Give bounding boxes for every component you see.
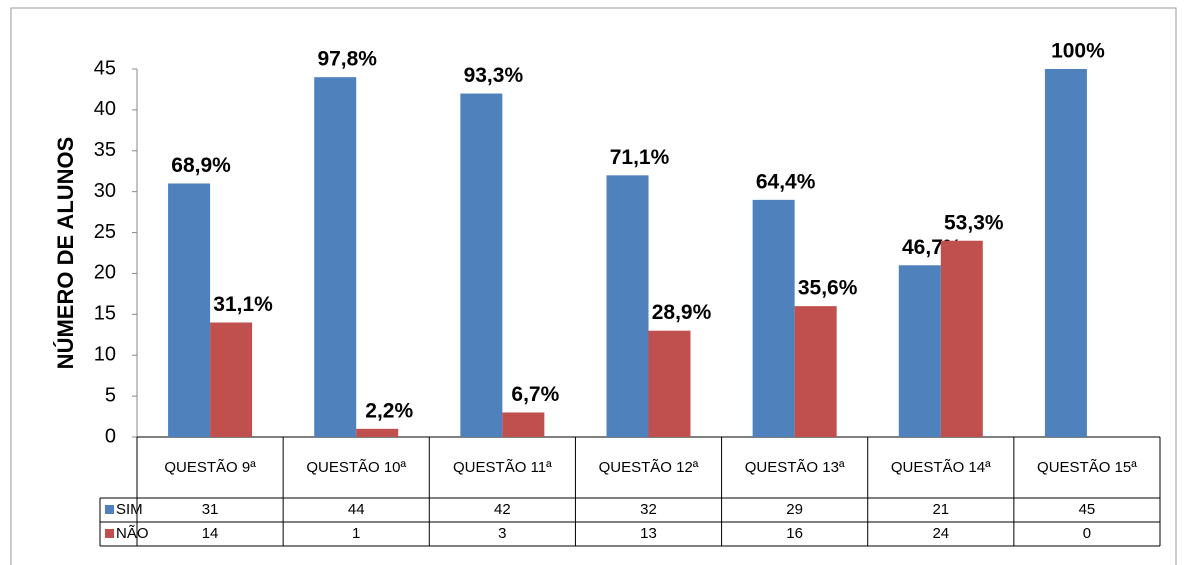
table-value: 42	[494, 501, 511, 518]
x-tick-label: QUESTÃO 14ª	[890, 459, 991, 476]
x-tick-label-box: QUESTÃO 15ª	[1014, 437, 1160, 498]
value-label: 100%	[1051, 40, 1105, 63]
y-tick-label: 30	[94, 180, 116, 202]
legend-label: NÃO	[116, 525, 149, 542]
x-tick-label-box: QUESTÃO 10ª	[283, 437, 429, 498]
table-value: 21	[932, 501, 949, 518]
table-value: 1	[352, 525, 360, 542]
x-tick-label-box: QUESTÃO 12ª	[575, 437, 721, 498]
x-tick-label-box: QUESTÃO 14ª	[868, 437, 1014, 498]
value-label: 97,8%	[317, 48, 377, 71]
x-tick-label: QUESTÃO 10ª	[306, 459, 407, 476]
y-tick-label: 45	[94, 57, 116, 79]
x-tick-label-box: QUESTÃO 11ª	[429, 437, 575, 498]
x-tick-label: QUESTÃO 13ª	[744, 459, 845, 476]
bar	[606, 175, 649, 438]
bar	[898, 265, 941, 437]
bar	[752, 199, 795, 437]
x-tick-label-wrap: QUESTÃO 11ª	[429, 437, 575, 498]
x-tick-label-wrap: QUESTÃO 14ª	[868, 437, 1014, 498]
x-tick-label-wrap: QUESTÃO 10ª	[283, 437, 429, 498]
y-tick-label: 25	[94, 221, 116, 243]
bar	[314, 77, 357, 437]
bar	[460, 93, 503, 438]
bar	[356, 428, 399, 437]
table-value: 24	[932, 525, 949, 542]
value-label: 68,9%	[171, 154, 231, 177]
x-tick-label: QUESTÃO 11ª	[453, 459, 552, 476]
x-tick-label-wrap: QUESTÃO 9ª	[137, 437, 283, 498]
value-label: 6,7%	[511, 383, 559, 406]
table-value: 44	[348, 501, 365, 518]
table-value: 32	[640, 501, 657, 518]
bar	[168, 183, 211, 437]
legend-label: SIM	[116, 501, 143, 518]
y-axis-title: NÚMERO DE ALUNOS	[53, 137, 78, 370]
table-value: 16	[786, 525, 803, 542]
legend-swatch	[105, 505, 114, 514]
x-tick-label: QUESTÃO 12ª	[598, 459, 699, 476]
y-tick-label: 40	[94, 98, 116, 120]
bar	[210, 322, 253, 437]
y-tick-label: 15	[94, 303, 116, 325]
y-tick-label: 0	[105, 425, 116, 447]
value-label: 35,6%	[798, 277, 858, 300]
x-tick-label-wrap: QUESTÃO 15ª	[1014, 437, 1160, 498]
value-label: 53,3%	[944, 211, 1004, 234]
value-label: 93,3%	[464, 64, 524, 87]
bar	[1044, 69, 1087, 437]
bar	[648, 330, 691, 437]
value-label: 28,9%	[652, 301, 712, 324]
x-tick-label-box: QUESTÃO 9ª	[137, 437, 283, 498]
x-tick-label-box: QUESTÃO 13ª	[722, 437, 868, 498]
value-label: 64,4%	[756, 170, 816, 193]
value-label: 31,1%	[213, 293, 273, 316]
table-value: 13	[640, 525, 657, 542]
y-tick-label: 5	[105, 384, 116, 406]
table-value: 45	[1079, 501, 1096, 518]
y-tick-label: 35	[94, 139, 116, 161]
x-tick-label: QUESTÃO 15ª	[1037, 459, 1137, 476]
table-value: 0	[1083, 525, 1091, 542]
bar	[502, 412, 545, 437]
bar	[794, 306, 837, 437]
value-label: 2,2%	[365, 399, 413, 422]
frame	[10, 7, 1177, 565]
y-tick-label: 10	[94, 344, 116, 366]
legend-swatch	[105, 529, 114, 538]
x-tick-label-wrap: QUESTÃO 12ª	[575, 437, 721, 498]
table-value: 29	[786, 501, 803, 518]
table-value: 31	[202, 501, 219, 518]
x-tick-label-wrap: QUESTÃO 13ª	[722, 437, 868, 498]
value-label: 71,1%	[610, 146, 670, 169]
bar	[940, 240, 983, 437]
y-tick-label: 20	[94, 262, 116, 284]
table-value: 14	[202, 525, 219, 542]
x-tick-label: QUESTÃO 9ª	[164, 459, 256, 476]
table-value: 3	[498, 525, 506, 542]
